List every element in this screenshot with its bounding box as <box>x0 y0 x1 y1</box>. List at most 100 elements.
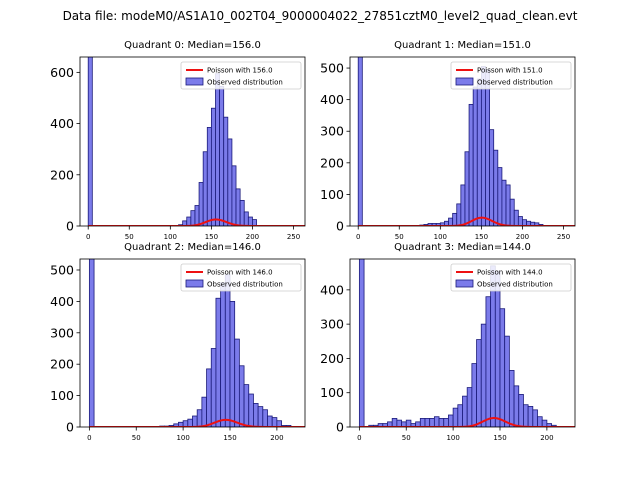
q2-xtick-label: 100 <box>176 434 189 442</box>
q3-xtick-label: 200 <box>540 434 553 442</box>
q1-xtick-label: 50 <box>395 233 404 241</box>
q0-bar <box>243 211 249 226</box>
q3-legend-bars-label: Observed distribution <box>477 281 553 289</box>
q1-legend-bars-swatch <box>455 77 474 86</box>
q2-bar <box>229 300 236 427</box>
q0-xtick-label: 250 <box>287 233 300 241</box>
q3-xtick-label: 50 <box>402 434 411 442</box>
q2-bar <box>253 403 259 427</box>
q0-bar <box>231 165 237 226</box>
q2-bar <box>238 365 245 427</box>
q2-ytick-label: 400 <box>50 294 74 309</box>
q2-legend-box <box>180 263 302 292</box>
q1-bar <box>501 179 507 226</box>
q1-bar <box>505 184 511 226</box>
q3-ytick-label: 400 <box>320 282 344 297</box>
q3-plot-area <box>358 259 575 427</box>
q2-bar <box>271 417 278 427</box>
q2-title: Quadrant 2: Median=146.0 <box>124 242 261 253</box>
q3-legend-box <box>450 263 572 292</box>
q1-bar <box>509 198 515 226</box>
q1-legend-bars-label: Observed distribution <box>477 79 553 87</box>
q1-bar <box>493 149 499 226</box>
q1-xtick-label: 0 <box>356 233 360 241</box>
q3-bar <box>452 407 459 427</box>
q0-bar <box>227 138 233 226</box>
q1-ytick-label: 100 <box>320 187 344 202</box>
q2-bar <box>224 274 231 427</box>
q0-axes-frame <box>79 56 306 227</box>
q0-bar <box>198 182 204 226</box>
q1-bar <box>460 184 466 226</box>
q2-bar <box>210 348 217 427</box>
q2-legend-curve-label: Poisson with 146.0 <box>207 269 273 277</box>
q2-bar <box>234 338 240 427</box>
q3-bar <box>541 419 548 427</box>
q2-ytick-label: 500 <box>50 262 74 277</box>
q1-xtick-label: 150 <box>475 233 488 241</box>
q1-bar <box>468 103 474 226</box>
q1-legend-curve-label: Poisson with 151.0 <box>477 67 543 75</box>
q1-bar <box>497 167 503 226</box>
q2-bar-zero-spike <box>88 259 95 427</box>
q1-bar <box>513 209 519 226</box>
q2-legend-bars-label: Observed distribution <box>207 281 283 289</box>
q1-ytick-label: 200 <box>320 155 344 170</box>
q2-legend: Poisson with 146.0 Observed distribution <box>180 263 302 292</box>
q2-xtick-label: 150 <box>223 434 236 442</box>
q0-legend-bars-swatch <box>185 77 204 86</box>
q1-legend-box <box>450 61 572 90</box>
chart-panel-3: 0 50 100 150 200 0 100 200 300 400 Quadrant 3: Med… <box>320 242 576 442</box>
q3-legend: Poisson with 144.0 Observed distribution <box>450 263 572 292</box>
q0-bar <box>223 116 229 226</box>
q3-ytick-label: 100 <box>320 385 344 400</box>
q1-xtick-label: 250 <box>557 233 570 241</box>
q2-bar <box>206 368 212 427</box>
q3-bar <box>523 404 529 427</box>
q2-bar <box>201 396 207 427</box>
q0-bar <box>247 216 253 226</box>
q1-bar-zero-spike <box>357 57 363 226</box>
q3-ytick-label: 300 <box>320 317 344 332</box>
q2-bar <box>267 415 273 427</box>
q3-bar-zero-spike <box>358 259 365 427</box>
q0-bar <box>215 73 220 226</box>
q1-bar <box>456 203 462 226</box>
q2-axes-frame <box>79 258 306 428</box>
q2-xtick-label: 0 <box>87 434 91 442</box>
q1-ytick-label: 0 <box>336 219 344 234</box>
q2-bar <box>187 418 193 427</box>
q0-bar <box>210 107 216 226</box>
q2-ytick-label: 0 <box>66 420 74 435</box>
q2-xtick-label: 50 <box>132 434 141 442</box>
q0-ytick-label: 600 <box>50 65 74 80</box>
q3-xtick-label: 0 <box>357 434 361 442</box>
q0-bar-zero-spike <box>87 57 93 226</box>
q0-bar <box>202 151 208 226</box>
q0-bar <box>186 216 192 226</box>
q3-bar <box>504 335 510 427</box>
q3-ytick-label: 0 <box>336 420 344 435</box>
q3-bar <box>405 419 412 427</box>
q0-bar <box>190 210 196 226</box>
q0-xtick-label: 100 <box>164 233 177 241</box>
q1-title: Quadrant 1: Median=151.0 <box>394 40 531 51</box>
q1-bar <box>472 86 478 226</box>
q1-bar <box>480 66 486 226</box>
q1-ytick-label: 500 <box>320 61 344 76</box>
q3-bar <box>527 406 534 427</box>
q3-bar <box>466 387 473 427</box>
q3-bar <box>419 418 426 427</box>
q0-bar <box>235 188 241 226</box>
q1-bar <box>464 151 470 226</box>
q2-bar <box>262 409 268 427</box>
q2-ytick-label: 200 <box>50 357 74 372</box>
q1-legend: Poisson with 151.0 Observed distribution <box>450 61 572 90</box>
chart-panel-1: 0 50 100 150 200 250 0 100 200 300 400 500 Quadrant … <box>320 40 576 241</box>
q1-bar <box>452 212 458 226</box>
q1-poisson-curve <box>358 216 575 226</box>
q0-xtick-label: 50 <box>125 233 134 241</box>
q3-legend-curve-label: Poisson with 144.0 <box>477 269 543 277</box>
q3-bar <box>508 370 515 427</box>
q1-bar <box>476 78 482 226</box>
